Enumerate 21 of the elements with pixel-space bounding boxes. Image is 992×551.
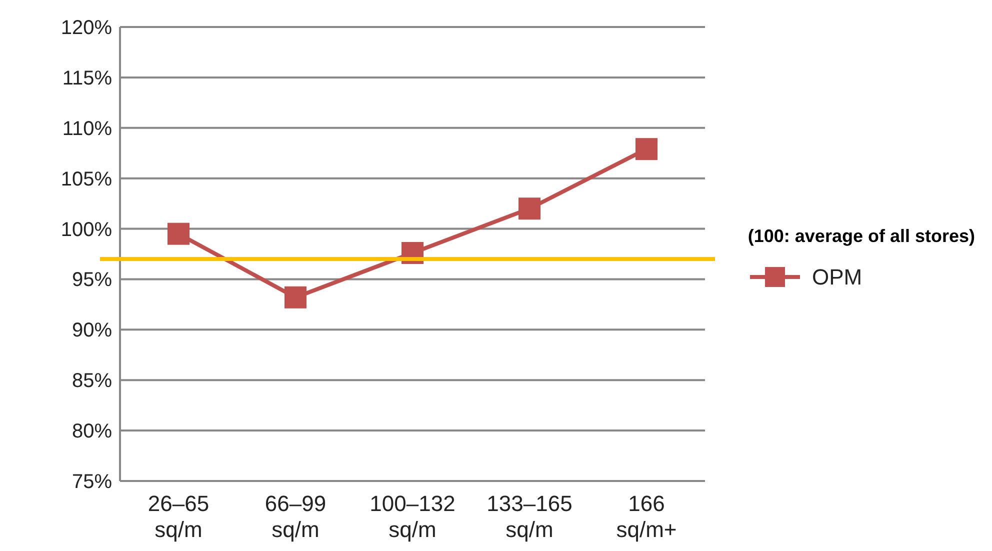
y-tick-label: 120% [60,17,112,39]
x-tick-label: 66–99 sq/m [264,491,326,542]
point [518,198,540,220]
legend-label: OPM [812,264,862,290]
ref-line-label: (100: average of all stores) [748,226,975,246]
y-tick-label: 85% [72,370,112,392]
y-tick-label: 90% [72,320,112,342]
x-tick-label: 133–165 sq/m [486,491,572,542]
x-tick-label: 166 sq/m+ [616,491,677,542]
y-tick-label: 75% [72,471,112,493]
y-tick-label: 80% [72,420,112,443]
point [284,286,306,308]
y-tick-label: 115% [62,67,112,90]
x-tick-label: 100–132 sq/m [370,491,456,542]
point [636,138,658,160]
y-tick-label: 100% [60,218,112,241]
y-tick-label: 110% [62,118,112,140]
point [168,222,190,245]
x-tick-label: 26–65 sq/m [148,491,210,542]
y-tick-label: 95% [72,269,112,292]
y-tick-label: 105% [60,168,112,190]
